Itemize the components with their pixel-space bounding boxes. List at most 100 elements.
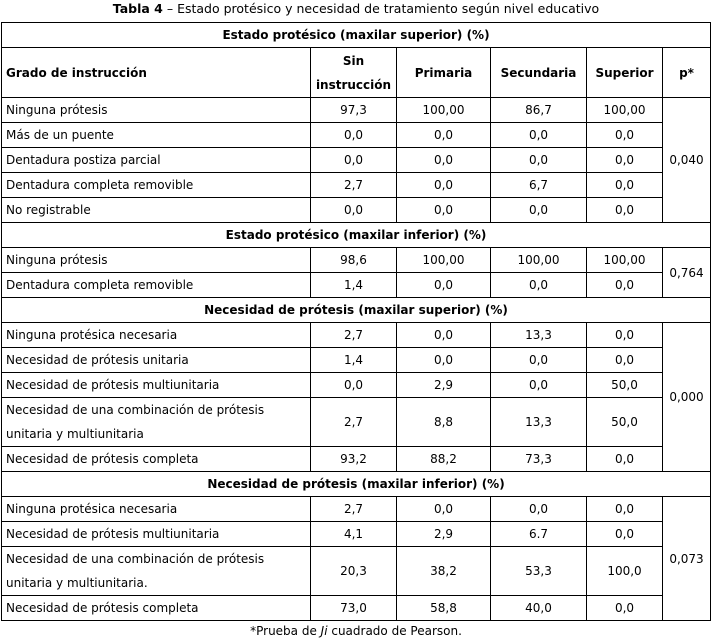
cell: 13,3 [490, 322, 587, 348]
row-label: Necesidad de prótesis multiunitaria [1, 521, 311, 547]
row-label: Ninguna protésica necesaria [1, 322, 311, 348]
data-row: Necesidad de prótesis unitaria 1,4 0,0 0,0 0… [1, 347, 711, 373]
data-row: Más de un puente 0,0 0,0 0,0 0,0 [1, 122, 711, 148]
row-label: Ninguna protésica necesaria [1, 496, 311, 522]
cell: 97,3 [310, 97, 397, 123]
row-label: Necesidad de prótesis completa [1, 446, 311, 472]
cell: 0,0 [396, 496, 491, 522]
cell: 0,0 [586, 446, 663, 472]
section-title: Necesidad de prótesis (maxilar superior)… [0, 297, 712, 323]
cell: 73,3 [490, 446, 587, 472]
cell: 0,0 [396, 147, 491, 173]
cell: 100,00 [396, 247, 491, 273]
column-header: Superior [586, 47, 663, 98]
cell: 0,0 [490, 496, 587, 522]
cell: 0,0 [396, 122, 491, 148]
column-header: Grado de instrucción [1, 47, 311, 98]
cell: 0,0 [396, 322, 491, 348]
data-row: Necesidad de prótesis multiunitaria 0,0 2,… [1, 372, 711, 398]
cell: 53,3 [490, 546, 587, 596]
cell: 0,0 [490, 272, 587, 298]
caption-label: Tabla 4 [112, 1, 163, 16]
cell: 88,2 [396, 446, 491, 472]
cell: 6.7 [490, 521, 587, 547]
row-label: Necesidad de prótesis completa [1, 595, 311, 621]
table: Estado protésico (maxilar superior) (%) G… [0, 22, 712, 621]
footnote: *Prueba de Ji cuadrado de Pearson. [0, 621, 712, 641]
cell: 0,0 [586, 122, 663, 148]
cell: 100,0 [586, 546, 663, 596]
data-row: Dentadura completa removible 1,4 0,0 0,0 0,0 [1, 272, 711, 298]
cell: 0,0 [490, 372, 587, 398]
cell: 58,8 [396, 595, 491, 621]
data-row: Ninguna protésica necesaria 2,7 0,0 13,3 0,0… [1, 322, 712, 472]
section-row: Estado protésico (maxilar superior) (%) [0, 22, 712, 48]
cell: 0,0 [396, 272, 491, 298]
cell: 86,7 [490, 97, 587, 123]
data-row: No registrable 0,0 0,0 0,0 0,0 [1, 197, 711, 223]
row-label: Ninguna prótesis [1, 97, 311, 123]
cell: 0,0 [490, 347, 587, 373]
cell: 1,4 [310, 272, 397, 298]
data-row: Necesidad de una combinación de prótesis… [1, 546, 711, 596]
cell: 100,00 [586, 247, 663, 273]
data-row: Necesidad de prótesis multiunitaria 4,1 2,… [1, 521, 711, 547]
section-title: Necesidad de prótesis (maxilar inferior)… [0, 471, 712, 497]
cell: 4,1 [310, 521, 397, 547]
footnote-text: cuadrado de Pearson. [327, 624, 462, 638]
p-value: 0,040 [661, 97, 712, 223]
row-label: Más de un puente [1, 122, 311, 148]
p-value: 0,764 [661, 247, 712, 298]
cell: 100,00 [396, 97, 491, 123]
cell: 6,7 [490, 172, 587, 198]
row-label: Ninguna prótesis [1, 247, 311, 273]
header-row: Grado de instrucción Sin instrucción Prima… [1, 47, 712, 98]
cell: 0,0 [310, 197, 397, 223]
cell: 2,9 [396, 521, 491, 547]
cell: 0,0 [310, 147, 397, 173]
caption-text: – Estado protésico y necesidad de tratam… [162, 1, 600, 16]
cell: 2,9 [396, 372, 491, 398]
footnote-italic: Ji [320, 624, 328, 638]
cell: 8,8 [396, 397, 491, 447]
p-value: 0,073 [661, 496, 712, 621]
column-header: Primaria [396, 47, 491, 98]
cell: 93,2 [310, 446, 397, 472]
cell: 0,0 [396, 197, 491, 223]
data-row: Ninguna prótesis 97,3 100,00 86,7 100,00 0,04… [1, 97, 712, 223]
row-label: Necesidad de una combinación de prótesis… [1, 546, 311, 596]
cell: 50,0 [586, 397, 663, 447]
cell: 98,6 [310, 247, 397, 273]
row-label: Dentadura completa removible [1, 172, 311, 198]
cell: 0,0 [396, 172, 491, 198]
cell: 2,7 [310, 172, 397, 198]
section-row: Necesidad de prótesis (maxilar inferior)… [0, 471, 712, 497]
cell: 0,0 [396, 347, 491, 373]
cell: 38,2 [396, 546, 491, 596]
cell: 0,0 [586, 496, 663, 522]
cell: 0,0 [586, 272, 663, 298]
cell: 0,0 [586, 347, 663, 373]
cell: 20,3 [310, 546, 397, 596]
column-header: Secundaria [490, 47, 587, 98]
cell: 73,0 [310, 595, 397, 621]
cell: 0,0 [490, 147, 587, 173]
column-header: Sin instrucción [310, 47, 397, 98]
row-label: Dentadura postiza parcial [1, 147, 311, 173]
cell: 13,3 [490, 397, 587, 447]
data-row: Necesidad de una combinación de prótesis… [1, 397, 711, 447]
cell: 0,0 [310, 122, 397, 148]
section-row: Estado protésico (maxilar inferior) (%) [0, 222, 712, 248]
section-row: Necesidad de prótesis (maxilar superior)… [0, 297, 712, 323]
cell: 0,0 [586, 197, 663, 223]
cell: 40,0 [490, 595, 587, 621]
cell: 0,0 [586, 322, 663, 348]
cell: 0,0 [490, 197, 587, 223]
cell: 1,4 [310, 347, 397, 373]
data-row: Dentadura postiza parcial 0,0 0,0 0,0 0,0 [1, 147, 711, 173]
cell: 2,7 [310, 322, 397, 348]
cell: 2,7 [310, 397, 397, 447]
row-label: Necesidad de prótesis unitaria [1, 347, 311, 373]
data-row: Dentadura completa removible 2,7 0,0 6,7 0,0 [1, 172, 711, 198]
